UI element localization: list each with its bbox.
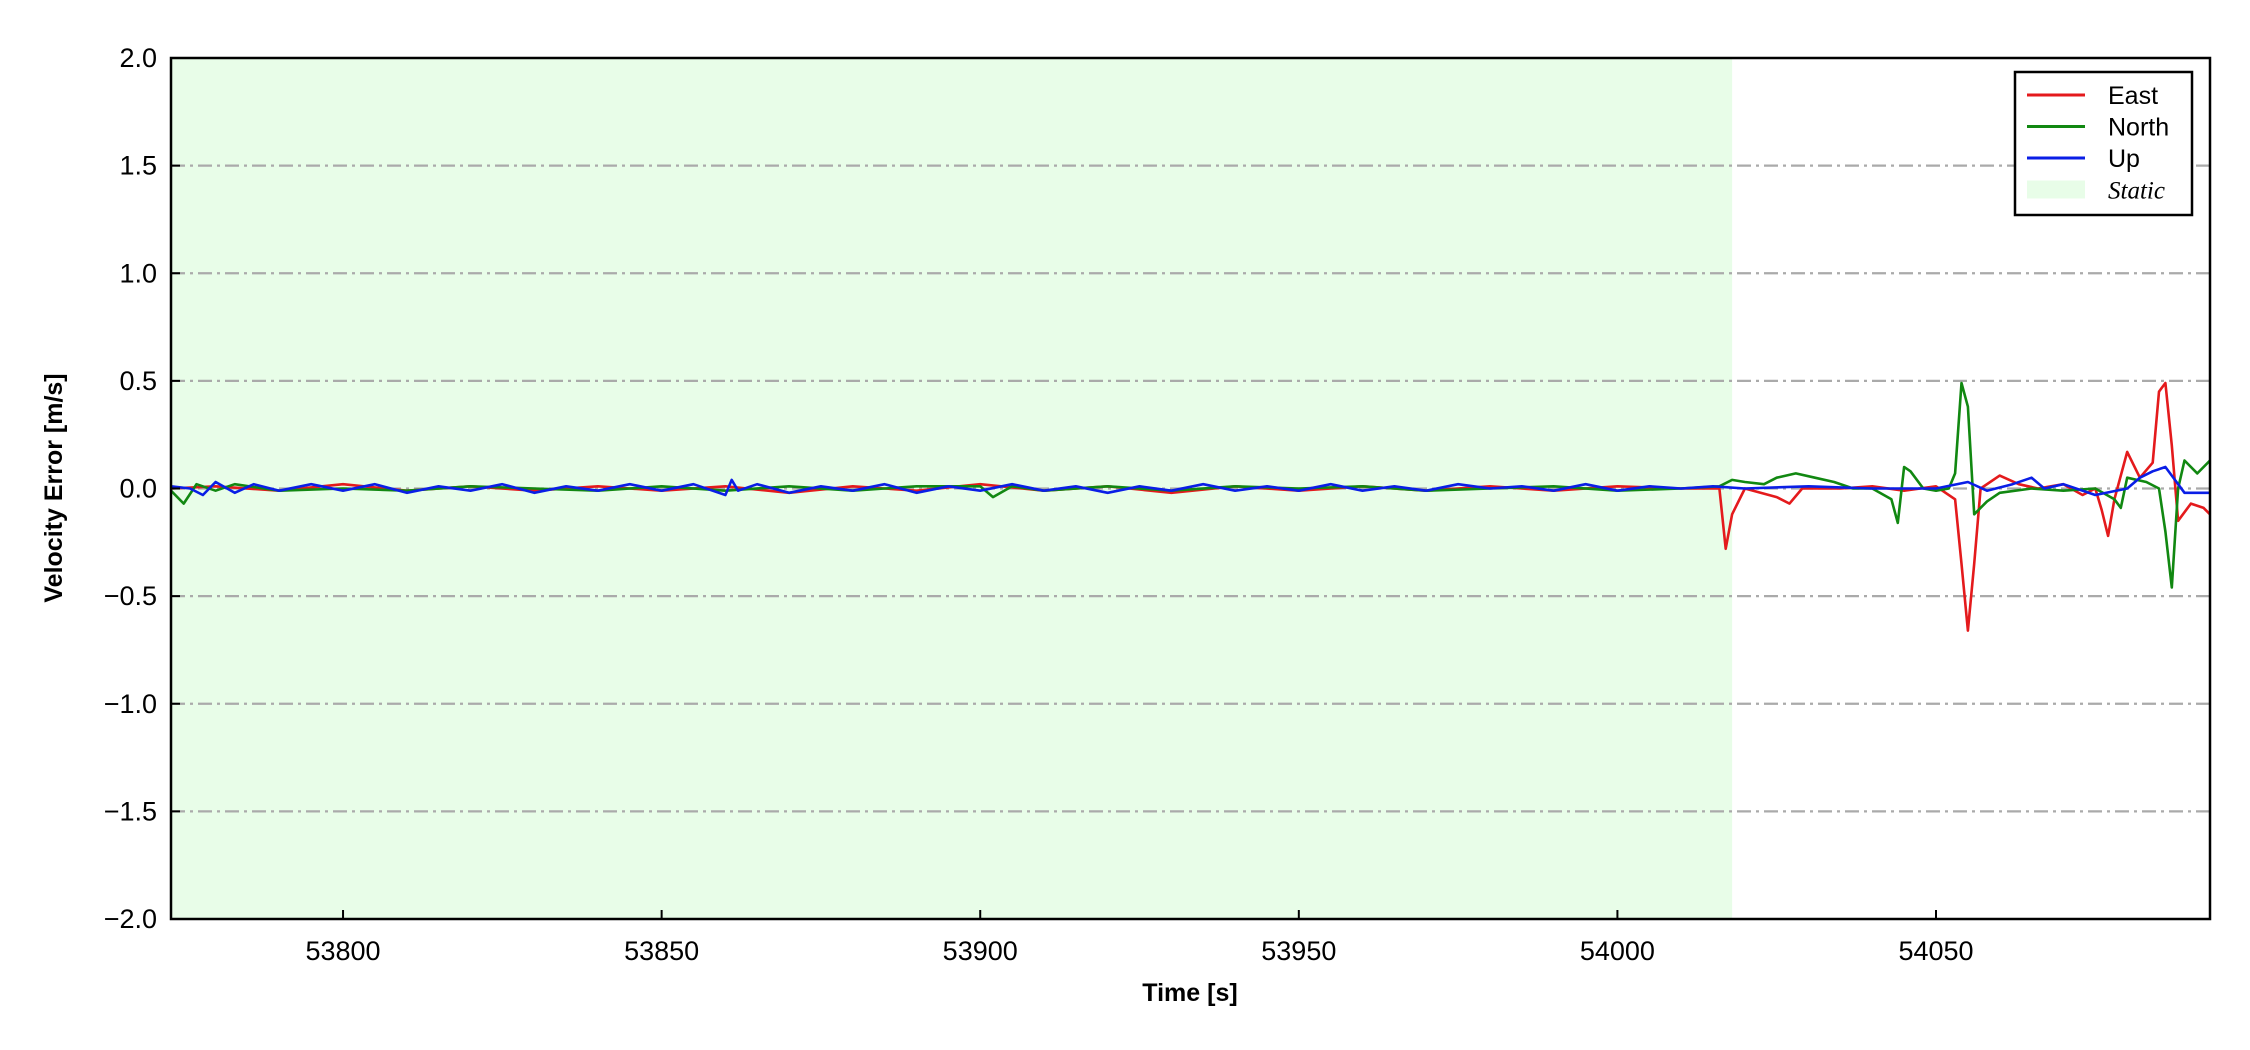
y-axis-ticks: 2.0 1.5 1.0 0.5 0.0 −0.5 −1.0 −1.5 −2.0 xyxy=(104,43,180,934)
x-tick-label: 53800 xyxy=(305,936,380,966)
x-tick-label: 54050 xyxy=(1898,936,1973,966)
y-tick-label: −1.5 xyxy=(104,796,157,826)
series-line-up xyxy=(171,465,2210,497)
y-tick-label: −0.5 xyxy=(104,581,157,611)
y-tick-label: 1.5 xyxy=(119,151,157,181)
legend-label-north: North xyxy=(2108,114,2169,142)
legend-label-static: Static xyxy=(2108,178,2165,205)
y-tick-label: 0.0 xyxy=(119,474,157,504)
y-tick-label: 1.0 xyxy=(119,258,157,288)
y-axis-label: Velocity Error [m/s] xyxy=(40,373,68,602)
y-tick-label: −2.0 xyxy=(104,904,157,934)
series-line-north xyxy=(171,381,2210,589)
y-tick-label: −1.0 xyxy=(104,689,157,719)
y-tick-label: 0.5 xyxy=(119,366,157,396)
x-axis-ticks: 53800 53850 53900 53950 54000 54050 xyxy=(305,910,1974,966)
x-tick-label: 53850 xyxy=(624,936,699,966)
legend-label-east: East xyxy=(2108,82,2158,110)
legend-label-up: Up xyxy=(2108,145,2140,173)
x-tick-label: 53950 xyxy=(1261,936,1336,966)
y-tick-label: 2.0 xyxy=(119,43,157,73)
x-tick-label: 54000 xyxy=(1580,936,1655,966)
series-layer xyxy=(171,381,2210,632)
x-tick-label: 53900 xyxy=(943,936,1018,966)
legend: East North Up Static xyxy=(2013,70,2194,217)
legend-swatch-static xyxy=(2027,180,2085,199)
x-axis-label: Time [s] xyxy=(1142,979,1237,1007)
